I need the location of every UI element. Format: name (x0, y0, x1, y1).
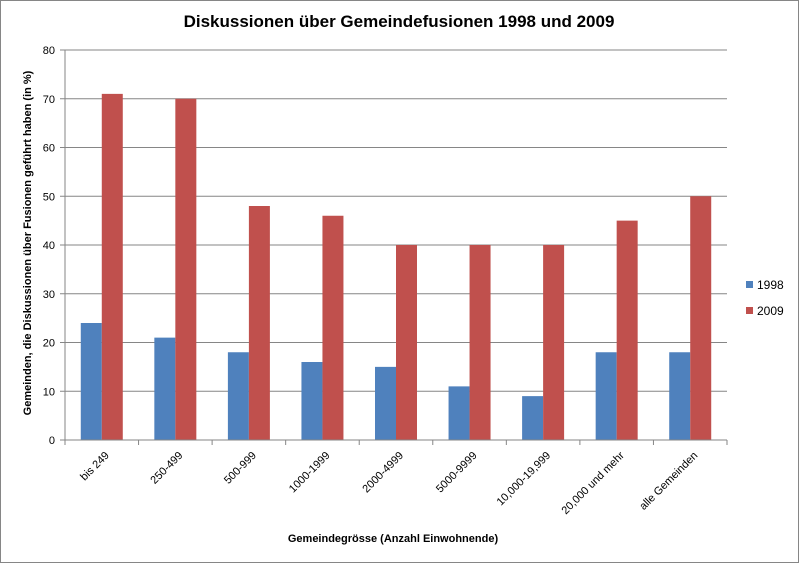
bar-2009-1 (175, 98, 197, 440)
x-tick-label: 500-999 (222, 450, 259, 487)
x-tick-label: bis 249 (78, 450, 112, 484)
bar-2009-0 (101, 93, 123, 440)
bar-2009-3 (322, 215, 344, 440)
bar-2009-6 (543, 245, 565, 440)
bar-2009-8 (690, 196, 712, 440)
x-axis-title: Gemeindegrösse (Anzahl Einwohnende) (288, 533, 499, 545)
bar-2009-2 (248, 206, 270, 440)
bar-1998-2 (227, 352, 249, 440)
bar-1998-7 (595, 352, 617, 440)
x-tick-label: 5000-9999 (434, 450, 480, 496)
y-tick-label: 10 (43, 386, 55, 398)
legend-label: 2009 (757, 304, 784, 318)
legend-label: 1998 (757, 278, 784, 292)
bar-1998-5 (448, 386, 470, 440)
bar-2009-7 (616, 220, 638, 440)
y-tick-label: 60 (43, 143, 55, 155)
bar-1998-0 (80, 323, 102, 440)
y-tick-label: 20 (43, 338, 55, 350)
legend: 1998 2009 (746, 278, 784, 318)
legend-swatch-2009 (746, 307, 753, 314)
legend-swatch-1998 (746, 281, 753, 288)
bar-2009-4 (396, 245, 417, 440)
y-tick-label: 80 (43, 45, 55, 57)
x-tick-label: alle Gemeinden (637, 450, 700, 513)
chart-title: Diskussionen über Gemeindefusionen 1998 … (184, 12, 615, 31)
bar-1998-6 (522, 396, 544, 440)
x-tick-label: 10,000-19,999 (495, 450, 554, 509)
x-tick-label: 2000-4999 (360, 450, 406, 496)
x-tick-label: 1000-1999 (287, 450, 333, 496)
bars (80, 93, 712, 440)
x-tick-label: 20,000 und mehr (559, 449, 627, 517)
y-axis-title: Gemeinden, die Diskussionen über Fusione… (22, 70, 34, 415)
y-tick-label: 70 (43, 94, 55, 106)
bar-1998-1 (154, 337, 176, 440)
bar-1998-3 (301, 362, 323, 440)
bar-1998-8 (669, 352, 691, 440)
x-tick-label: 250-499 (148, 450, 185, 487)
y-tick-label: 30 (43, 289, 55, 301)
y-tick-label: 40 (43, 240, 55, 252)
y-tick-label: 50 (43, 191, 55, 203)
bar-2009-5 (469, 245, 491, 440)
bar-1998-4 (375, 366, 396, 440)
y-tick-label: 0 (49, 435, 55, 447)
